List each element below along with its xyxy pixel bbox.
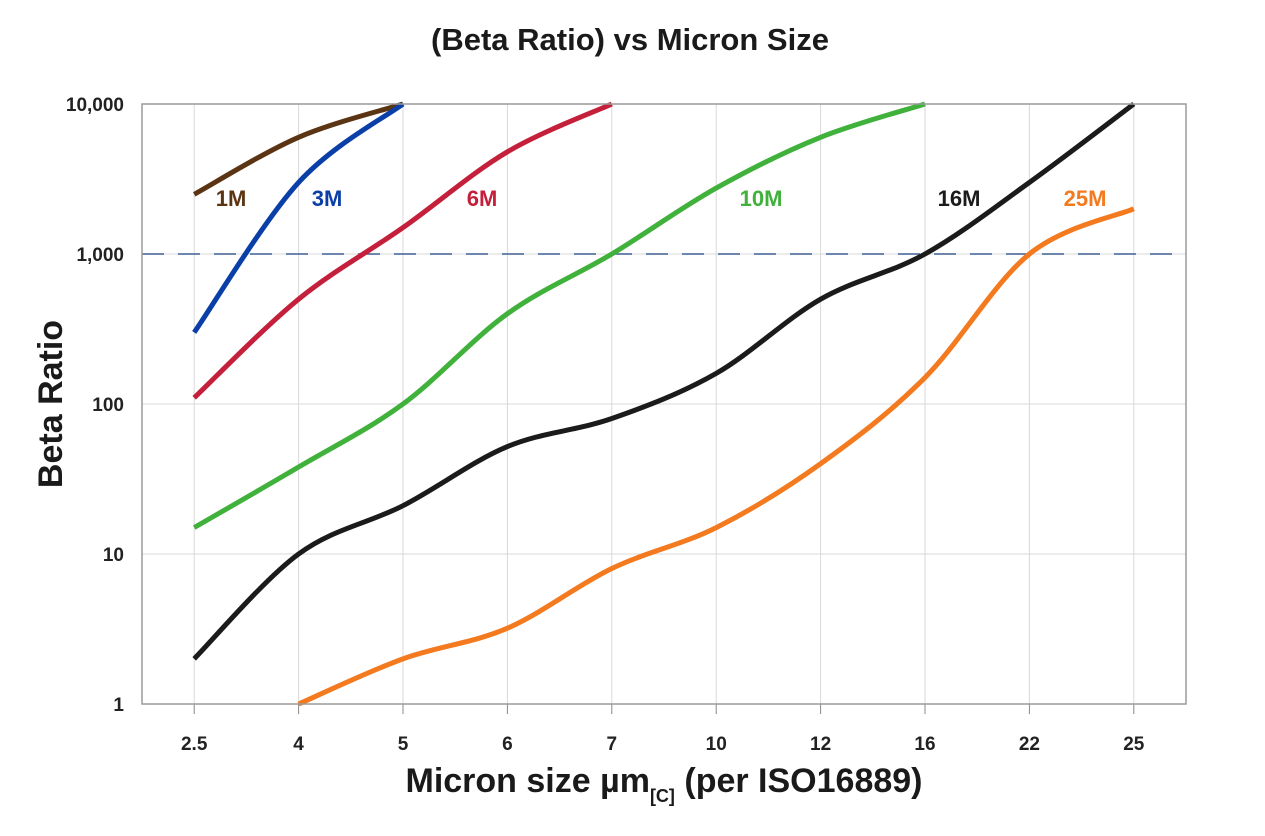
x-tick-label: 5	[398, 734, 409, 755]
series-lines	[192, 101, 1136, 707]
x-tick-labels: 2.5 4 5 6 7 10 12 16 22 25	[181, 734, 1145, 755]
series-line-3M	[192, 101, 405, 334]
x-axis-label-subscript: [C]	[650, 786, 675, 806]
x-tick-label: 25	[1123, 734, 1145, 755]
x-tick-label: 2.5	[181, 734, 208, 755]
series-line-10M	[192, 101, 926, 530]
grid	[142, 103, 1186, 714]
plot-frame	[141, 103, 1187, 705]
x-tick-label: 10	[706, 734, 727, 755]
series-line-16M	[192, 102, 1136, 661]
x-axis-label-suffix: (per ISO16889)	[675, 762, 923, 800]
chart-title: (Beta Ratio) vs Micron Size	[431, 22, 829, 57]
series-label-3M: 3M	[312, 186, 343, 211]
series-label-10M: 10M	[740, 186, 783, 211]
x-axis-label-main: Micron size µm	[406, 762, 650, 800]
series-label-25M: 25M	[1064, 186, 1107, 211]
x-tick-label: 6	[502, 734, 513, 755]
x-tick-label: 7	[607, 734, 618, 755]
y-axis-label: Beta Ratio	[32, 320, 70, 488]
x-axis-label: Micron size µm[C] (per ISO16889)	[406, 762, 923, 806]
x-tick-label: 4	[293, 734, 304, 755]
x-tick-label: 12	[810, 734, 831, 755]
y-tick-labels: 1 10 100 1,000 10,000	[66, 95, 125, 716]
series-line-25M	[297, 206, 1135, 707]
x-tick-label: 22	[1019, 734, 1040, 755]
series-label-6M: 6M	[467, 186, 498, 211]
x-tick-label: 16	[914, 734, 935, 755]
y-tick-label: 100	[92, 395, 124, 416]
y-tick-label: 1	[113, 695, 124, 716]
series-label-1M: 1M	[216, 186, 247, 211]
y-tick-label: 1,000	[76, 245, 124, 266]
series-labels: 1M 3M 6M 10M 16M 25M	[216, 186, 1107, 211]
series-line-6M	[192, 101, 613, 400]
series-line-1M	[193, 101, 404, 197]
y-tick-label: 10	[103, 545, 124, 566]
series-label-16M: 16M	[938, 186, 981, 211]
y-tick-label: 10,000	[66, 95, 124, 116]
